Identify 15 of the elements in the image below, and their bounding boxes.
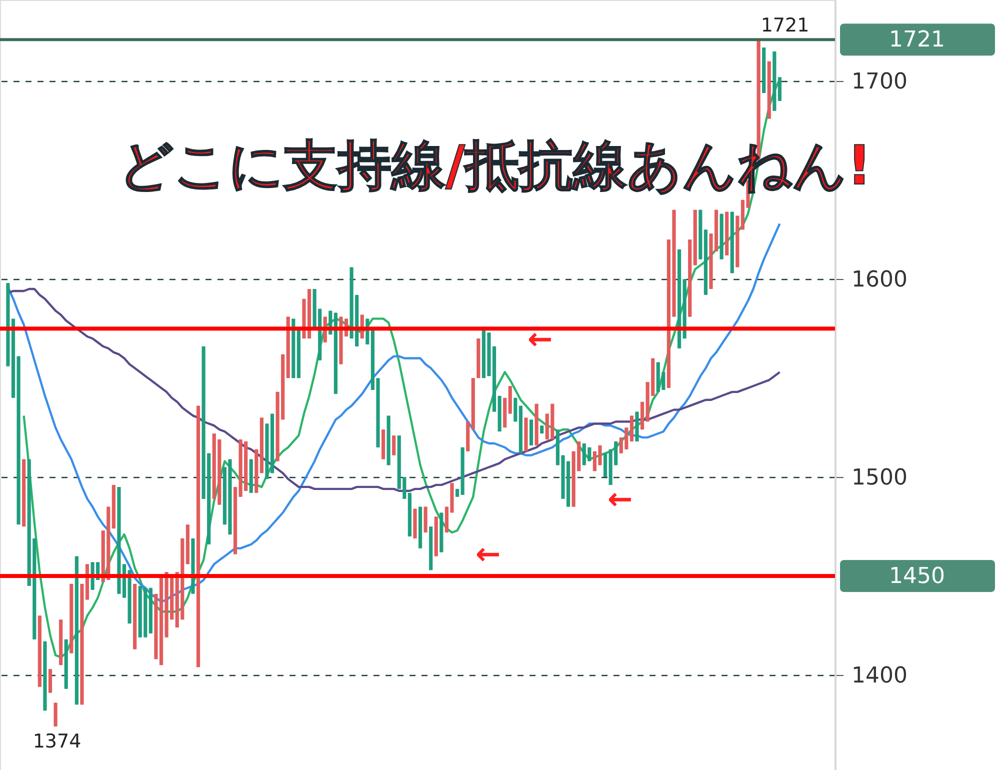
candlestick [48,668,52,694]
candlestick [778,76,782,102]
annotation: 1721 [760,14,810,37]
candlestick [54,702,58,727]
annotation: 1374 [32,730,82,752]
y-tick-label: 1600 [852,268,908,293]
annotation: ← [527,322,553,357]
annotation: ← [475,537,501,572]
annotation: ← [607,482,633,517]
ref-line-label: 1721 [889,28,945,53]
y-tick-label: 1700 [852,70,908,95]
y-tick-label: 1400 [852,663,908,688]
ref-line-label: 1450 [889,564,945,590]
candlestick [392,434,396,456]
y-tick-label: 1500 [852,466,908,491]
